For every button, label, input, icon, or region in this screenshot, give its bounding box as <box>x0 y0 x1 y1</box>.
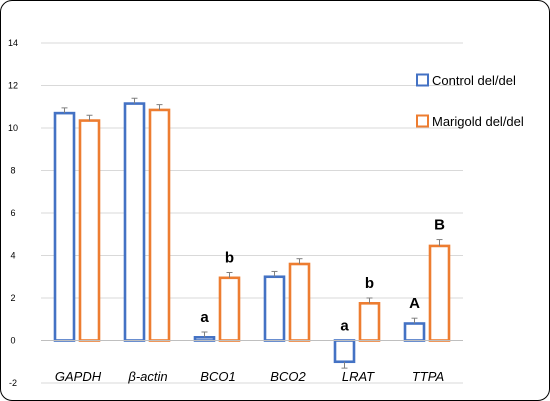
bars: a a Ab b B <box>53 97 451 369</box>
bar <box>78 119 101 342</box>
bar <box>333 339 356 364</box>
bar <box>263 275 286 342</box>
legend-label: Marigold del/del <box>432 114 524 129</box>
legend-swatch <box>416 73 429 87</box>
bar <box>148 108 171 342</box>
category-label: LRAT <box>342 369 375 384</box>
bar <box>288 262 311 342</box>
y-tick-label: 12 <box>8 81 18 91</box>
significance-label: B <box>434 217 445 234</box>
grid-lines <box>41 42 463 384</box>
significance-label: b <box>225 250 234 267</box>
bar <box>53 111 76 342</box>
category-label: TTPA <box>412 369 444 384</box>
bar <box>123 102 146 342</box>
y-tick-label: 8 <box>10 166 15 176</box>
y-axis-tick-labels: -2 0 2 4 6 8 10 12 14 <box>8 38 18 388</box>
legend: Control del/del Marigold del/del <box>416 73 524 129</box>
legend-label: Control del/del <box>432 73 516 88</box>
bar <box>428 244 451 342</box>
y-tick-label: 0 <box>10 336 15 346</box>
category-label: BCO1 <box>200 369 235 384</box>
category-label: BCO2 <box>270 369 306 384</box>
significance-label: a <box>340 318 349 335</box>
x-axis-category-labels: GAPDH β-actin BCO1 BCO2 LRAT TTPA <box>55 369 444 384</box>
significance-label: b <box>365 275 374 292</box>
y-tick-label: 4 <box>10 251 15 261</box>
y-tick-label: -2 <box>9 378 17 388</box>
category-label: GAPDH <box>55 369 102 384</box>
y-tick-label: 6 <box>10 208 15 218</box>
y-tick-label: 10 <box>8 123 18 133</box>
y-tick-label: 14 <box>8 38 18 48</box>
bar <box>403 322 426 342</box>
bar <box>358 302 381 342</box>
bar <box>218 276 241 342</box>
legend-swatch <box>416 114 429 128</box>
y-tick-label: 2 <box>10 293 15 303</box>
significance-label: a <box>200 309 209 326</box>
category-label: β-actin <box>127 369 167 384</box>
significance-label: A <box>409 295 420 312</box>
